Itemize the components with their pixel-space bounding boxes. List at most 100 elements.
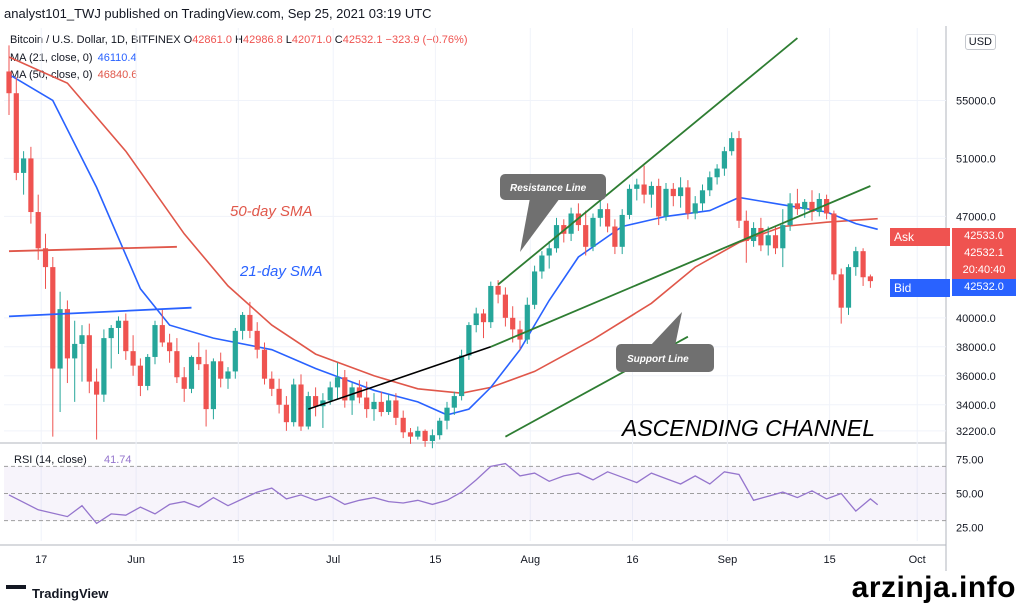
tradingview-brand: TradingView — [32, 585, 109, 601]
candle-body — [240, 314, 246, 331]
price-tick-label: 32200.0 — [956, 426, 996, 438]
rsi-label: RSI (14, close) — [14, 454, 87, 466]
candle-body — [393, 400, 399, 418]
candle-body — [298, 384, 304, 427]
bid-tag: Bid — [890, 279, 950, 297]
candle-body — [860, 251, 866, 278]
candle-body — [422, 430, 428, 441]
candle-body — [853, 251, 859, 268]
candle-body — [736, 138, 742, 221]
candle-body — [291, 384, 297, 423]
candle-body — [269, 378, 275, 389]
candle-body — [101, 338, 107, 395]
open-label: O — [183, 34, 193, 46]
candle-body — [838, 274, 844, 308]
candle-body — [225, 371, 231, 379]
candle-body — [787, 203, 793, 226]
support-line — [490, 185, 871, 348]
resistance-callout-pointer — [520, 198, 560, 252]
candle-body — [232, 330, 238, 372]
candle-body — [400, 417, 406, 433]
tradingview-logo[interactable]: TradingView — [6, 585, 108, 601]
candle-body — [524, 304, 530, 340]
close-value: 42532.1 — [342, 34, 383, 46]
candle-body — [371, 401, 377, 410]
candle-body — [305, 396, 311, 427]
rsi-line — [8, 462, 879, 525]
watermark: arzinja.info — [851, 571, 1016, 604]
candle-body — [816, 198, 822, 213]
candle-body — [283, 404, 289, 423]
support-callout-pointer — [650, 312, 682, 346]
sma21-annotation: 21-day SMA — [239, 263, 323, 280]
ma21-legend: MA (21, close, 0) 46110.4 — [10, 52, 137, 64]
candle-body — [619, 214, 625, 247]
candle-body — [656, 185, 662, 217]
ma21-value: 46110.4 — [97, 52, 137, 64]
candle-body — [699, 190, 706, 204]
candle-body — [670, 188, 676, 197]
support-annotation: Support Line — [627, 354, 689, 365]
candle-body — [765, 235, 771, 246]
candle-body — [707, 177, 713, 191]
ma21-label: MA (21, close, 0) — [10, 52, 93, 64]
candle-body — [313, 396, 319, 407]
rsi-value: 41.74 — [104, 454, 132, 466]
rsi-tick-label: 75.00 — [956, 455, 984, 467]
candle-body — [72, 343, 78, 359]
grid — [0, 26, 947, 571]
resistance-line — [497, 37, 798, 286]
candle-body — [57, 309, 63, 369]
candle-body — [429, 435, 435, 441]
candle-body — [210, 361, 216, 410]
price-tick-label: 55000.0 — [956, 95, 996, 107]
candle-body — [583, 225, 589, 247]
time-tick-label: Jun — [127, 554, 145, 566]
high-value: 42986.8 — [242, 34, 283, 46]
candle-body — [276, 388, 282, 405]
candle-body — [663, 188, 669, 217]
resistance-annotation: Resistance Line — [510, 183, 587, 194]
candle-body — [137, 365, 143, 386]
price-tick-label: 36000.0 — [956, 371, 996, 383]
axes: 55000.0 51000.0 47000.0 40000.0 38000.0 36000… — [35, 95, 996, 566]
candle-body — [867, 276, 873, 282]
candle-body — [188, 356, 195, 389]
candle-body — [605, 209, 611, 227]
candle-body — [678, 187, 684, 197]
candle-body — [831, 213, 837, 275]
symbol-name: Bitcoin / U.S. Dollar, 1D, BITFINEX — [10, 34, 181, 46]
ma50-legend: MA (50, close, 0) 46840.6 — [10, 69, 137, 81]
support-callout: Support Line — [616, 312, 714, 372]
candle-body — [261, 349, 268, 379]
symbol-legend: Bitcoin / U.S. Dollar, 1D, BITFINEX O428… — [10, 34, 467, 46]
candle-body — [824, 198, 830, 214]
candle-body — [612, 226, 618, 247]
candle-body — [802, 201, 808, 210]
price-chart[interactable]: 55000.0 51000.0 47000.0 40000.0 38000.0 36000… — [0, 26, 1024, 571]
candle-body — [123, 320, 129, 352]
support-lower-segment — [308, 346, 492, 410]
candle-body — [692, 203, 698, 214]
sma50-annotation: 50-day SMA — [230, 203, 313, 220]
time-tick-label: Jul — [326, 554, 340, 566]
candle-body — [386, 400, 392, 413]
candle-body — [590, 217, 596, 247]
currency-button[interactable]: USD — [964, 34, 996, 50]
candle-body — [597, 209, 603, 218]
time-tick-label: Oct — [909, 554, 926, 566]
candle-body — [115, 320, 122, 328]
resistance-callout: Resistance Line — [500, 174, 606, 252]
candle-body — [502, 294, 508, 318]
last-price-value: 42532.1 — [952, 245, 1016, 262]
candle-body — [64, 309, 70, 359]
trend-lines — [8, 37, 871, 438]
candle-body — [743, 220, 749, 242]
candle-body — [254, 330, 260, 350]
candle-body — [79, 335, 85, 344]
time-tick-label: 17 — [35, 554, 47, 566]
time-tick-label: 15 — [823, 554, 835, 566]
candle-body — [145, 356, 151, 386]
low-label: L — [285, 34, 292, 46]
candle-body — [42, 248, 49, 268]
